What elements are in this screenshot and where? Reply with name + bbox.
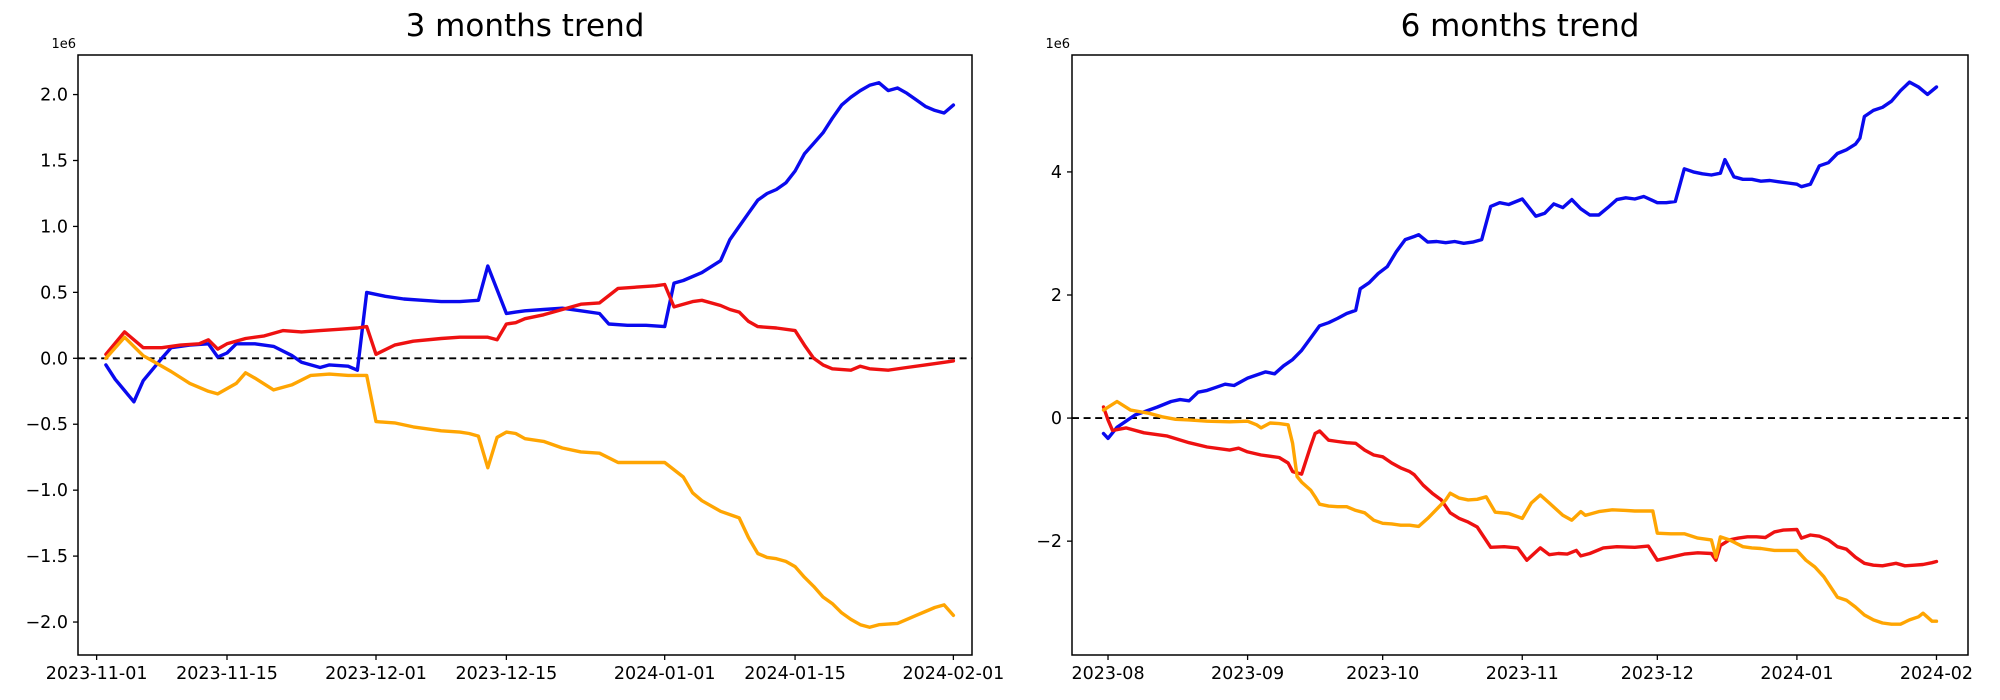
three-months-trend-y-tick-label: −0.5 [26, 415, 69, 435]
three-months-trend-axes-box [77, 54, 973, 656]
six-months-trend-chart: 2023-08 2023-09 2023-10 2023-11 2023-12 2024-… [1036, 8, 1973, 684]
three-months-trend-x-tick-label: 2024-02-01 [903, 664, 1005, 684]
three-months-trend-series-line-red [104, 282, 956, 372]
three-months-trend-series-line-blue [104, 80, 956, 404]
three-months-trend-title: 3 months trend [406, 8, 645, 44]
six-months-trend-y-tick-label: 0 [1051, 409, 1062, 429]
three-months-trend-x-tick-label: 2024-01-01 [614, 664, 716, 684]
three-months-trend-y-tick-label: 0.5 [40, 283, 68, 303]
three-months-trend-x-tick-label: 2024-01-15 [744, 664, 846, 684]
three-months-trend-series-line-orange [104, 335, 956, 629]
three-months-trend-x-tick-label: 2023-11-15 [176, 664, 278, 684]
six-months-trend-series-line-red [1101, 405, 1939, 568]
three-months-trend-y-tick-label: −2.0 [26, 613, 69, 633]
six-months-trend-x-tick-label: 2023-10 [1346, 664, 1419, 684]
six-months-trend-series-line-orange [1101, 399, 1939, 626]
six-months-trend-y-tick-label: −2 [1036, 532, 1062, 552]
three-months-trend-y-tick-label: 1.0 [40, 217, 68, 237]
three-months-trend-chart: 2023-11-01 2023-11-15 2023-12-01 2023-12-15… [26, 8, 1005, 684]
six-months-trend-y-tick-label: 4 [1051, 163, 1062, 183]
six-months-trend-series-line-blue [1101, 80, 1939, 441]
three-months-trend-x-tick-label: 2023-11-01 [46, 664, 148, 684]
six-months-trend-title: 6 months trend [1401, 8, 1640, 44]
six-months-trend-x-tick-label: 2024-02 [1900, 664, 1973, 684]
three-months-trend-x-tick-label: 2023-12-01 [325, 664, 427, 684]
six-months-trend-x-tick-label: 2023-08 [1071, 664, 1144, 684]
three-months-trend-y-tick-label: −1.0 [26, 481, 69, 501]
three-months-trend-y-tick-label: 1.5 [40, 151, 68, 171]
six-months-trend-axes-box [1071, 54, 1969, 656]
six-months-trend-axis-offset-label: 1e6 [1045, 37, 1070, 52]
six-months-trend-x-tick-label: 2023-12 [1621, 664, 1694, 684]
six-months-trend-x-tick-label: 2023-11 [1486, 664, 1559, 684]
three-months-trend-y-tick-label: 0.0 [40, 349, 68, 369]
three-months-trend-y-tick-label: 2.0 [40, 86, 68, 106]
six-months-trend-x-tick-label: 2023-09 [1211, 664, 1284, 684]
six-months-trend-x-tick-label: 2024-01 [1760, 664, 1833, 684]
three-months-trend-x-tick-label: 2023-12-15 [456, 664, 558, 684]
three-months-trend-axis-offset-label: 1e6 [51, 37, 76, 52]
six-months-trend-y-tick-label: 2 [1051, 286, 1062, 306]
three-months-trend-y-tick-label: −1.5 [26, 547, 69, 567]
